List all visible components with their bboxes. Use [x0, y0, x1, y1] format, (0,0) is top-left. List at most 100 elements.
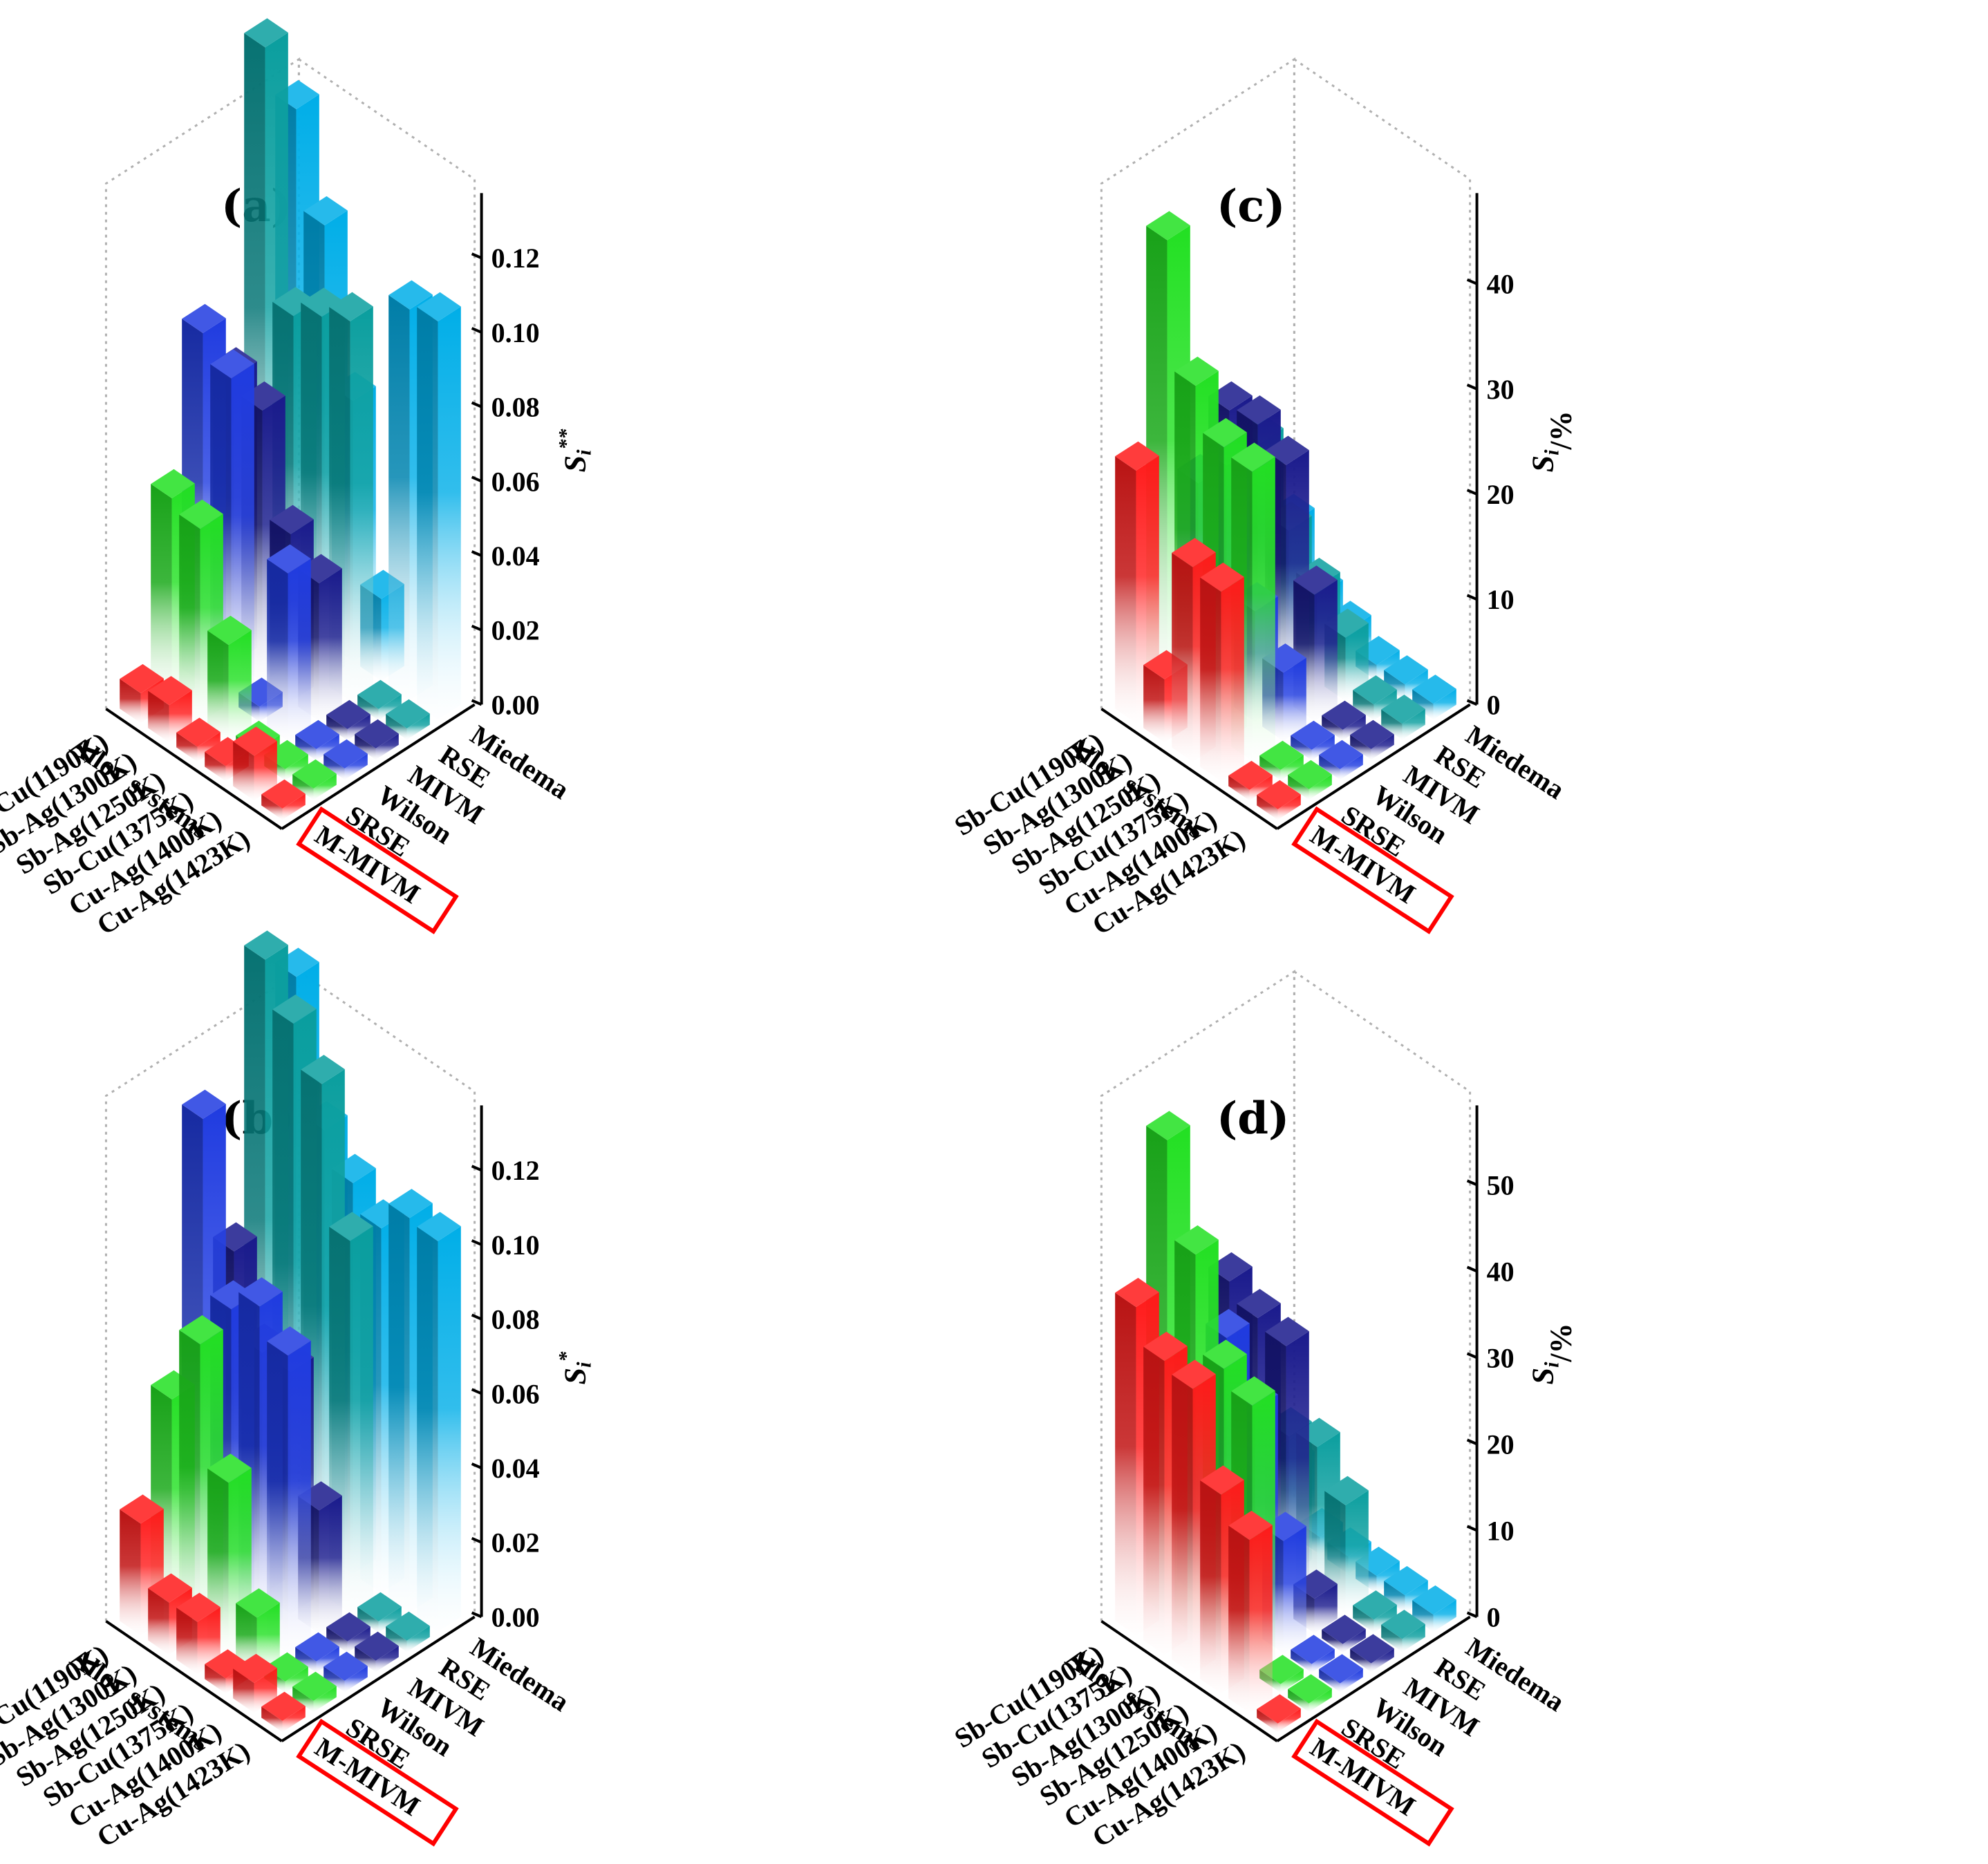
tick-mark: [471, 252, 482, 260]
tick-mark: [471, 327, 482, 334]
bar: [1200, 562, 1244, 782]
tick-mark: [471, 624, 482, 632]
bar: [355, 1631, 399, 1673]
grid-walls: [104, 970, 476, 1621]
bar: [1322, 700, 1366, 741]
tick-mark: [1466, 1438, 1478, 1446]
tick-label: 0.00: [491, 689, 540, 720]
tick-label: 0: [1487, 1601, 1501, 1632]
tick-mark: [471, 1611, 482, 1619]
bar: [1412, 1585, 1456, 1632]
bar: [295, 1632, 339, 1673]
bar: [1257, 780, 1301, 820]
bar: [292, 759, 337, 800]
bar: [1353, 675, 1397, 721]
value-axis-title: Si/%: [1526, 411, 1578, 472]
bar: [1350, 719, 1394, 760]
bar: [233, 1653, 277, 1713]
bar: [1259, 740, 1304, 781]
tick-label: 0: [1487, 689, 1501, 720]
tick-mark: [1466, 278, 1478, 285]
tick-mark: [471, 550, 482, 557]
highlight-box: [296, 806, 459, 934]
bar: [1228, 1510, 1273, 1713]
tick-label: 20: [1487, 479, 1515, 510]
bar: [176, 717, 221, 762]
bar: [1115, 441, 1159, 724]
highlight-box: [1291, 806, 1454, 934]
tick-mark: [1466, 1179, 1478, 1187]
tick-mark: [1466, 1352, 1478, 1359]
floor-axes: [105, 1615, 476, 1742]
tick-label: 0.10: [491, 1230, 540, 1261]
bars: [1115, 1111, 1456, 1733]
highlight-box: [296, 1718, 459, 1847]
tick-label: 40: [1487, 269, 1515, 300]
bar: [1350, 1634, 1394, 1673]
bar: [236, 1588, 280, 1674]
bar: [1381, 1610, 1425, 1653]
panel-a: 0.000.020.040.060.080.100.12Si**(a)Sb-Cu…: [0, 18, 596, 941]
tick-mark: [1466, 489, 1478, 496]
highlight-box: [1291, 1718, 1454, 1847]
tick-label: 0.06: [491, 466, 540, 497]
bar: [295, 719, 339, 761]
tick-mark: [1466, 594, 1478, 601]
panel-d: 01020304050Si/%(d)Sb-Cu(1190K)Sb-Cu(1375…: [949, 970, 1578, 1853]
tick-mark: [471, 401, 482, 408]
bar: [1353, 1590, 1397, 1633]
tick-label: 0.02: [491, 615, 540, 646]
panel-label: (d): [1217, 1093, 1289, 1145]
bar: [1384, 655, 1428, 701]
tick-mark: [1466, 1265, 1478, 1273]
tick-mark: [1466, 699, 1478, 706]
tick-label: 0.04: [491, 1453, 540, 1484]
bar: [1288, 1674, 1332, 1713]
tick-label: 30: [1487, 374, 1515, 405]
tick-mark: [471, 1239, 482, 1246]
grid-walls: [104, 57, 476, 709]
tick-label: 0.06: [491, 1378, 540, 1409]
bar: [1257, 1694, 1301, 1733]
bar: [329, 1212, 373, 1614]
floor-axes: [1100, 1615, 1471, 1742]
tick-label: 10: [1487, 584, 1515, 615]
bar: [355, 719, 399, 760]
bar: [417, 292, 461, 720]
panel-b: 0.000.020.040.060.080.100.12Si*(b)Sb-Cu(…: [0, 930, 596, 1853]
tick-label: 20: [1487, 1429, 1515, 1460]
bar: [292, 1671, 337, 1713]
tick-mark: [471, 476, 482, 483]
tick-label: 40: [1487, 1256, 1515, 1287]
tick-mark: [471, 699, 482, 706]
bar: [357, 679, 402, 721]
tick-label: 0.08: [491, 392, 540, 423]
tick-mark: [471, 1313, 482, 1321]
floor-axes: [105, 703, 476, 830]
bar: [1293, 565, 1338, 722]
tick-label: 30: [1487, 1342, 1515, 1373]
bar: [267, 1326, 311, 1654]
tick-label: 0.08: [491, 1304, 540, 1335]
bar: [1291, 720, 1335, 761]
tick-label: 0.12: [491, 243, 540, 274]
bar: [1381, 695, 1425, 740]
bar: [1384, 1565, 1428, 1613]
bar: [1412, 675, 1456, 720]
tick-label: 10: [1487, 1515, 1515, 1546]
bar: [233, 726, 277, 801]
tick-label: 0.02: [491, 1527, 540, 1559]
bar: [1291, 1635, 1335, 1673]
panel-c: 010203040Si/%(c)Sb-Cu(1190K)Sb-Ag(1300K)…: [949, 57, 1578, 941]
tick-label: 50: [1487, 1169, 1515, 1201]
bar: [1288, 760, 1332, 800]
bar: [261, 1691, 306, 1733]
tick-label: 0.04: [491, 540, 540, 572]
floor-axes: [1100, 703, 1471, 830]
tick-mark: [471, 1536, 482, 1544]
tick-label: 0.12: [491, 1155, 540, 1186]
grid-walls: [1100, 57, 1472, 709]
bar: [1319, 1654, 1363, 1693]
bars: [120, 18, 461, 820]
